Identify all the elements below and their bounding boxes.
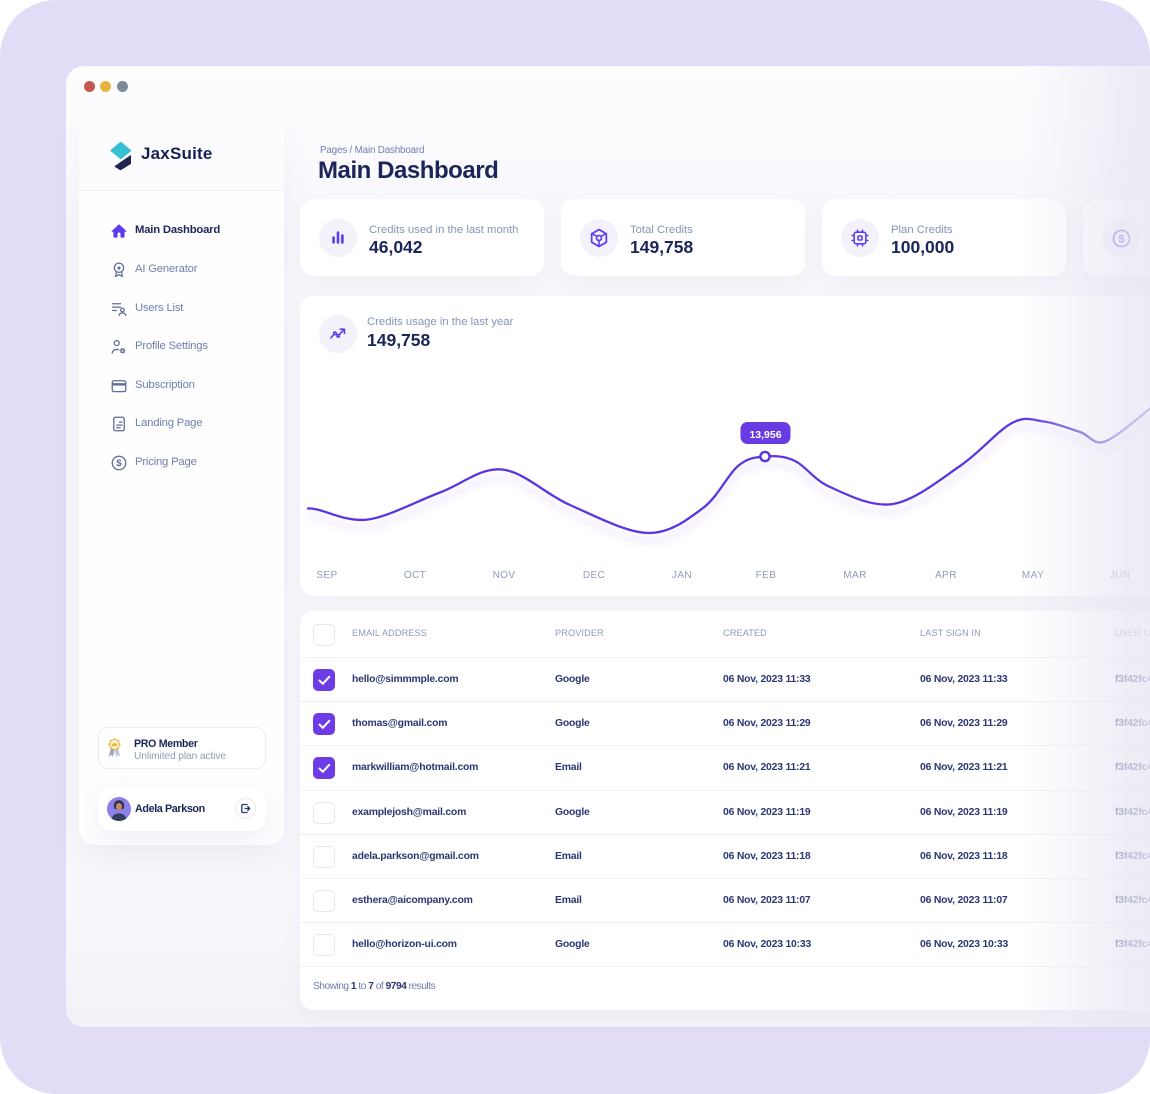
svg-text:$: $	[1118, 233, 1125, 245]
svg-text:$: $	[116, 458, 122, 468]
svg-text:13,956: 13,956	[749, 429, 781, 441]
